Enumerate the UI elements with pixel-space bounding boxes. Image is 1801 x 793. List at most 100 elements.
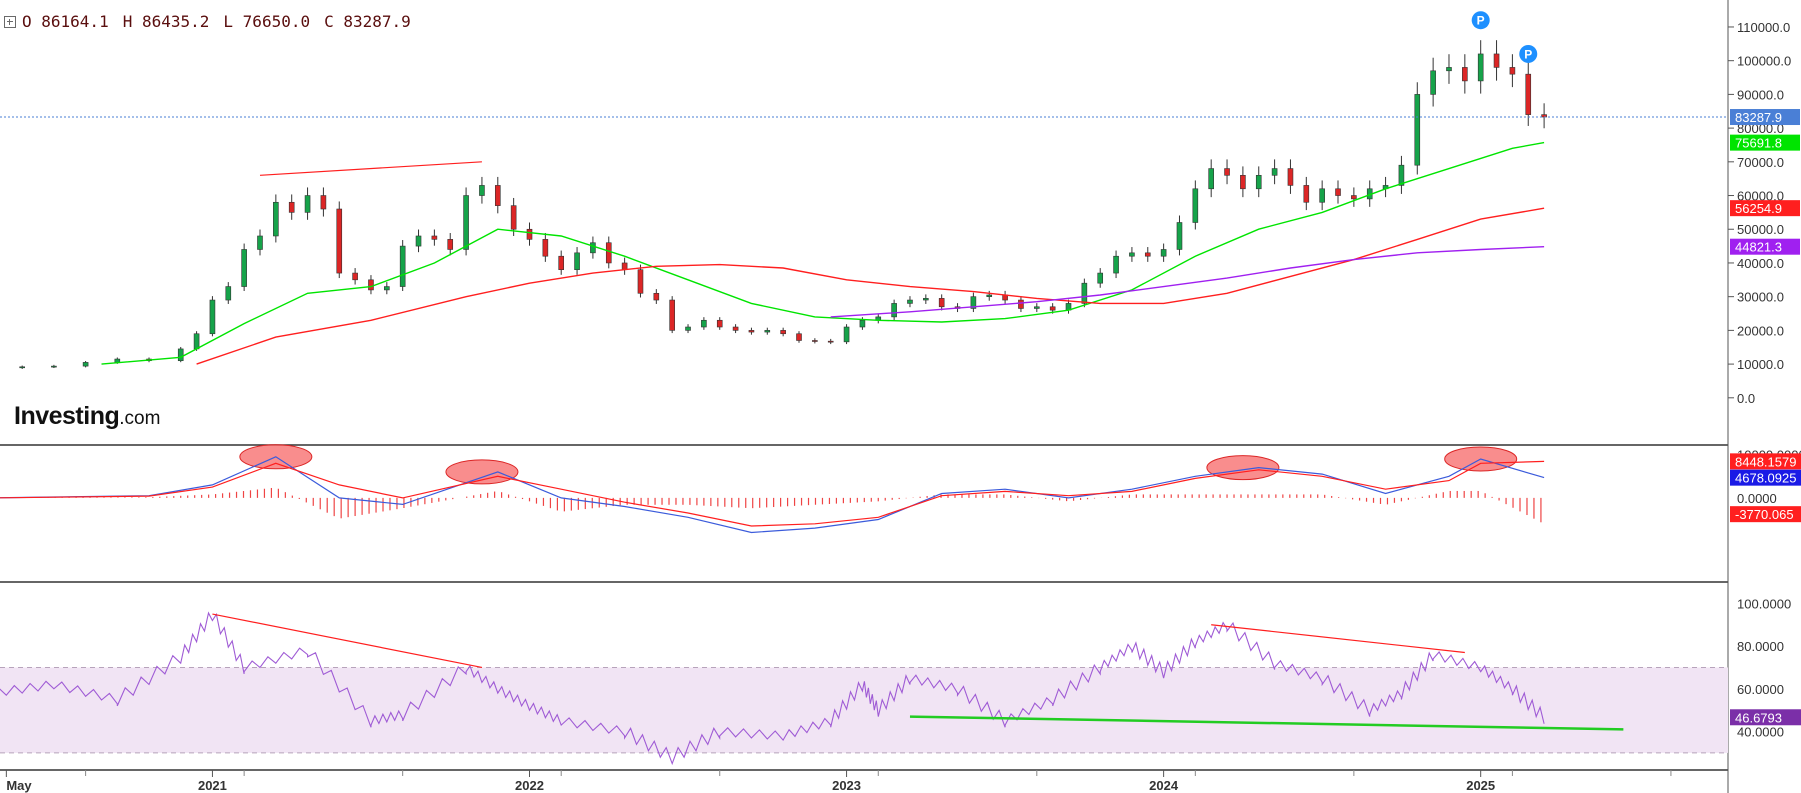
p-marker-icon	[1471, 11, 1490, 30]
candle-body	[827, 340, 834, 343]
ohlc-readout: O 86164.1 H 86435.2 L 76650.0 C 83287.9	[4, 12, 425, 31]
candle-body	[748, 330, 755, 333]
candle-body	[796, 333, 802, 341]
candle-body	[1018, 299, 1024, 309]
candle-body	[1240, 175, 1246, 190]
candle-body	[1049, 306, 1056, 311]
candle-body	[1303, 185, 1310, 203]
value-label-bg	[1730, 469, 1801, 486]
candle-body	[1160, 249, 1167, 257]
candle-body	[399, 245, 406, 287]
candle-body	[1414, 94, 1421, 166]
value-label-bg	[1730, 200, 1800, 217]
candle-body	[1493, 53, 1500, 68]
value-label: 44821.3	[1735, 240, 1782, 255]
ohlc-open: O 86164.1	[22, 12, 109, 31]
candle-body	[701, 319, 707, 328]
candle-body	[431, 235, 438, 240]
candle-body	[368, 279, 374, 291]
ohlc-low: L 76650.0	[223, 12, 311, 31]
candle-body	[1525, 73, 1532, 115]
candle-body	[1271, 168, 1278, 176]
value-label: -3770.065	[1735, 507, 1794, 522]
candle-body	[637, 269, 644, 294]
candle-body	[1144, 252, 1151, 257]
candle-body	[669, 299, 675, 331]
y-tick-label: 100.0000	[1737, 596, 1791, 611]
candle-body	[1287, 168, 1294, 186]
candle-body	[1113, 255, 1119, 274]
y-tick-label: 50000.0	[1737, 222, 1784, 237]
candle-body	[685, 326, 691, 331]
candle-body	[526, 228, 533, 240]
value-label-bg	[1730, 709, 1801, 726]
value-label-bg	[1730, 238, 1800, 255]
x-axis: May 2021 2022 2023 2024 2025	[5, 770, 1672, 793]
macd-panel	[0, 444, 1545, 534]
price-panel: PP	[0, 11, 1728, 369]
rsi-trendline	[1211, 624, 1465, 654]
candle-body	[1081, 282, 1088, 304]
candle-body	[1034, 306, 1040, 309]
y-tick-label: 0.0	[1737, 391, 1755, 406]
candle-body	[82, 362, 89, 367]
rsi-line	[0, 611, 1545, 766]
y-tick-label: 10000.0	[1737, 357, 1784, 372]
candle-body	[558, 255, 565, 270]
p-marker-icon	[1519, 44, 1538, 63]
x-tick-label: 2023	[832, 778, 861, 793]
value-label: 46.6793	[1735, 710, 1782, 725]
value-label: 56254.9	[1735, 201, 1782, 216]
candle-body	[241, 249, 247, 287]
candle-body	[986, 294, 993, 297]
moving-average-line	[101, 141, 1545, 365]
candle-body	[336, 208, 343, 274]
rsi-trendline	[909, 715, 1624, 731]
candle-body	[812, 340, 818, 342]
investing-logo: Investing.com	[14, 402, 160, 431]
candle-body	[1446, 67, 1452, 72]
rsi-panel	[0, 611, 1728, 766]
candle-body	[859, 319, 866, 328]
candle-body	[352, 272, 358, 281]
y-tick-label: 60000.0	[1737, 189, 1784, 204]
candle-body	[1176, 222, 1183, 250]
x-tick-label: May	[6, 778, 32, 793]
candle-body	[225, 286, 232, 301]
candle-body	[1224, 168, 1230, 176]
candle-body	[1255, 175, 1262, 190]
candle-body	[891, 303, 897, 318]
candle-body	[716, 319, 723, 328]
expand-icon[interactable]	[4, 15, 16, 28]
candle-body	[780, 330, 786, 335]
candle-body	[384, 286, 390, 291]
candle-body	[510, 205, 517, 230]
candle-body	[1477, 53, 1484, 82]
candle-body	[1319, 188, 1325, 203]
y-tick-label: 80.0000	[1737, 639, 1784, 654]
y-tick-label: 90000.0	[1737, 87, 1784, 102]
candle-body	[1509, 67, 1516, 75]
candle-body	[1192, 188, 1199, 223]
logo-brand: Investing	[14, 402, 120, 430]
candle-body	[1398, 164, 1405, 186]
candle-body	[1208, 168, 1214, 190]
candle-body	[447, 239, 454, 250]
x-tick-label: 2021	[198, 778, 227, 793]
candle-body	[1430, 70, 1436, 95]
value-label: 83287.9	[1735, 110, 1782, 125]
candle-body	[1097, 272, 1104, 284]
candle-body	[1335, 188, 1341, 196]
candle-body	[923, 298, 929, 301]
y-tick-label: 40.0000	[1737, 725, 1784, 740]
candle-body	[304, 195, 311, 213]
candle-body	[590, 242, 596, 254]
candle-body	[273, 201, 279, 237]
candle-body	[764, 330, 771, 333]
candle-body	[605, 242, 612, 264]
candle-body	[653, 292, 660, 301]
moving-average-line	[830, 246, 1545, 318]
candle-body	[1351, 195, 1357, 200]
macd-highlight	[1206, 455, 1280, 481]
candle-body	[938, 298, 945, 308]
